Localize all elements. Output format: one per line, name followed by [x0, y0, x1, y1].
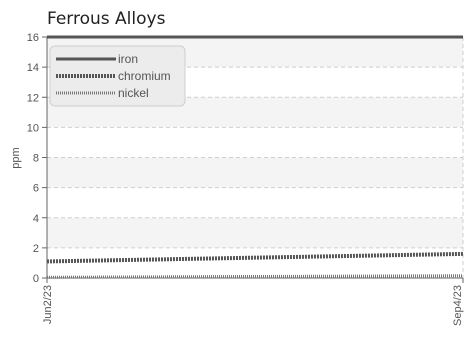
y-tick-label: 8: [33, 153, 39, 165]
plot-band: [47, 217, 463, 248]
y-tick-label: 10: [27, 122, 39, 134]
legend-box: [49, 45, 186, 107]
x-ticks: Jun2/23 Sep4/23: [42, 278, 464, 326]
series-line-nickel: [46, 274, 464, 279]
series-lines: [46, 35, 464, 279]
y-tick-label: 2: [33, 243, 39, 255]
y-tick-label: 6: [33, 183, 39, 195]
y-axis-label: ppm: [10, 147, 22, 168]
legend-label-chromium: chromium: [118, 69, 171, 83]
y-tick-label: 4: [33, 213, 39, 225]
y-tick-label: 16: [27, 32, 39, 44]
x-tick-label: Sep4/23: [452, 285, 464, 326]
y-tick-label: 0: [33, 273, 39, 285]
plot-band: [47, 157, 463, 188]
y-tick-label: 12: [27, 92, 39, 104]
chart-title: Ferrous Alloys: [47, 9, 166, 29]
legend-label-nickel: nickel: [118, 86, 149, 100]
y-ticks: 0 2 4 6 8 10 12 14 16: [27, 32, 47, 285]
y-tick-label: 14: [27, 62, 39, 74]
x-tick-label: Jun2/23: [42, 285, 54, 324]
legend: iron chromium nickel: [49, 45, 186, 107]
series-line-chromium: [46, 251, 464, 264]
legend-label-iron: iron: [118, 52, 138, 66]
